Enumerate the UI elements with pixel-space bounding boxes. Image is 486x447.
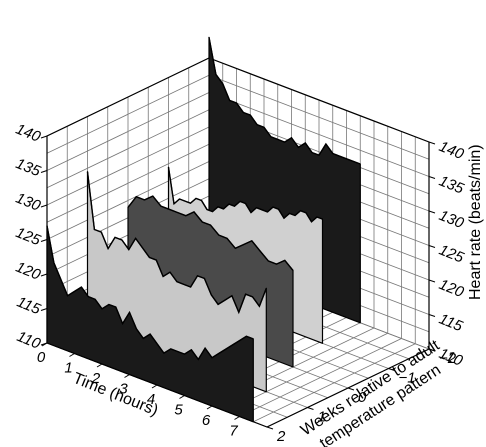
- z-tick-label-right: 120: [437, 276, 467, 301]
- y-tick-mark: [428, 348, 436, 352]
- y-axis-ticks: 2 1 0 −1 −2: [266, 348, 457, 445]
- z-tick-label-left: 135: [13, 155, 43, 180]
- z-tick-mark-left: [40, 135, 48, 139]
- y-tick-label: 0: [358, 389, 367, 406]
- series-traces: [46, 36, 361, 423]
- trace-ridge-week-0: [127, 195, 294, 271]
- x-tick-mark: [179, 395, 185, 399]
- z-tick-label-right: 115: [437, 310, 466, 335]
- z-tick-mark-right: [428, 314, 436, 317]
- y-tick-mark: [266, 426, 274, 430]
- y-tick-label: −2: [439, 350, 457, 367]
- x-tick-label: 7: [229, 423, 238, 440]
- z-tick-mark-left: [40, 308, 48, 311]
- z-tick-mark-left: [40, 239, 48, 242]
- z-tick-mark-right: [428, 245, 436, 248]
- y-tick-label: 1: [318, 409, 326, 426]
- x-tick-label: 4: [147, 391, 155, 408]
- z-tick-mark-right: [428, 279, 436, 283]
- y-tick-mark: [347, 387, 355, 391]
- z-tick-label-left: 120: [13, 259, 43, 284]
- trace-ridge-week-minus2: [208, 37, 361, 165]
- z-tick-label-right: 135: [437, 172, 467, 197]
- y-tick-label: 2: [276, 428, 286, 445]
- z-tick-label-right: 125: [437, 241, 467, 266]
- z-tick-label-left: 115: [14, 293, 43, 318]
- x-tick-mark: [41, 342, 48, 347]
- trace-ridge-week-2: [46, 225, 254, 361]
- x-tick-label: 0: [37, 349, 46, 366]
- x-tick-mark: [206, 405, 213, 410]
- z-axis-label: Heart rate (beats/min): [467, 144, 484, 300]
- z-tick-label-left: 140: [13, 121, 43, 146]
- trace-ridge-week-minus1: [167, 167, 323, 223]
- z-tick-mark-left: [40, 204, 48, 208]
- y-tick-mark: [307, 407, 314, 410]
- trace-ridge-week-1: [86, 171, 267, 315]
- z-tick-label-right: 130: [437, 207, 467, 232]
- z-tick-label-left: 130: [13, 190, 43, 215]
- z-tick-mark-right: [428, 176, 436, 179]
- x-tick-mark: [96, 363, 103, 368]
- x-tick-label: 2: [91, 370, 101, 387]
- y-tick-label: −1: [399, 370, 416, 387]
- x-tick-label: 3: [119, 381, 128, 398]
- z-tick-mark-left: [40, 273, 48, 277]
- floor-gridline: [239, 338, 402, 417]
- z-tick-label-right: 140: [437, 138, 467, 163]
- x-tick-label: 5: [174, 402, 183, 419]
- z-tick-mark-left: [40, 170, 48, 173]
- x-tick-mark: [151, 384, 158, 389]
- x-axis-ticks: 0 1 2 3 4 5 6 7: [37, 342, 240, 440]
- floor-gridline: [253, 343, 416, 423]
- z-tick-label-left: 125: [13, 224, 43, 249]
- y-tick-mark: [388, 368, 395, 371]
- x-tick-mark: [69, 353, 75, 357]
- x-tick-mark: [124, 374, 130, 378]
- z-tick-mark-right: [428, 210, 436, 214]
- x-tick-mark: [234, 416, 240, 420]
- x-tick-label: 1: [64, 360, 72, 377]
- x-tick-label: 6: [202, 412, 211, 429]
- z-tick-mark-right: [428, 141, 436, 145]
